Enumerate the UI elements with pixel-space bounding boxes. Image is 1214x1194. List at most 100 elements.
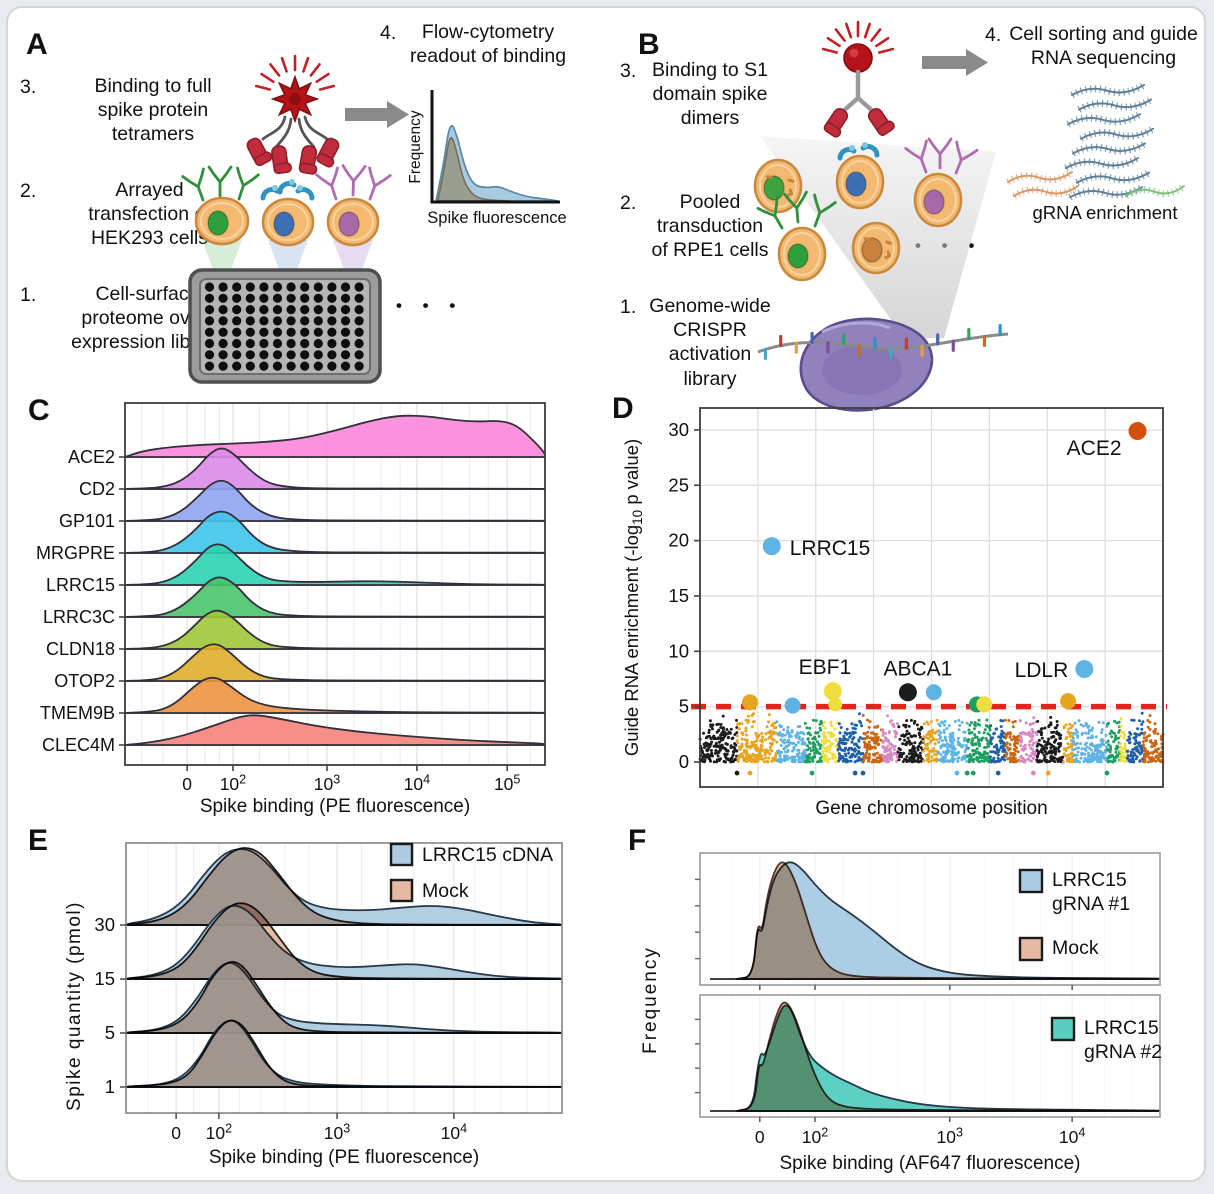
hit-unlabeled: [1060, 693, 1077, 710]
svg-text:102: 102: [220, 772, 246, 794]
grna-stack-icon: [1006, 81, 1187, 201]
panel-b-illustration: [753, 20, 1187, 412]
svg-text:103: 103: [314, 772, 340, 794]
hit-ACE2: [1128, 422, 1147, 441]
hit-unlabeled: [828, 697, 843, 712]
grna-enrichment-label: gRNA enrichment: [1032, 202, 1178, 223]
svg-text:20: 20: [668, 530, 689, 551]
row-label-MRGPRE: MRGPRE: [36, 543, 115, 563]
step-2-number: 2.: [620, 192, 637, 214]
svg-text:0: 0: [755, 1127, 765, 1147]
hit-LDLR: [1075, 660, 1094, 679]
svg-text:102: 102: [206, 1121, 232, 1143]
row-label-LRRC3C: LRRC3C: [43, 607, 115, 627]
row-label-GP101: GP101: [59, 511, 115, 531]
panel-b: B 3. Binding to S1 domain spike dimers 2…: [610, 0, 1214, 412]
row-label-OTOP2: OTOP2: [54, 671, 115, 691]
svg-text:104: 104: [441, 1121, 467, 1143]
panel-c-label: C: [28, 394, 50, 427]
svg-text:102: 102: [802, 1125, 828, 1147]
e-x-axis-title: Spike binding (PE fluorescence): [209, 1147, 479, 1168]
step-3-text: Binding to full spike protein tetramers: [94, 75, 212, 146]
svg-text:10: 10: [668, 640, 689, 661]
svg-text:1: 1: [105, 1076, 115, 1097]
row-label-TMEM9B: TMEM9B: [40, 703, 115, 723]
f-y-axis-title: Frequency: [640, 946, 661, 1054]
panel-f-label: F: [628, 824, 647, 857]
panel-a-illustration: Frequency Spike fluorescence: [181, 54, 567, 384]
svg-text:15: 15: [94, 968, 115, 989]
step-1-number: 1.: [620, 296, 637, 318]
gridlines: [700, 408, 1163, 787]
ridgeline-chart-spike-quantity: 30 15 5 1 0 102 103 104 Spike binding (PE fluore…: [64, 842, 563, 1168]
panel-d-label: D: [612, 392, 634, 425]
hit-unlabeled: [976, 696, 993, 713]
f-x-axis-title: Spike binding (AF647 fluorescence): [779, 1153, 1080, 1174]
hit-label-EBF1: EBF1: [799, 656, 852, 679]
ridgeline-chart-spike-binding: ACE2 CD2 GP101 MRGPRE LRRC15 LRRC3C CLDN18 OTOP…: [36, 402, 546, 817]
hit-unlabeled: [784, 697, 801, 714]
panel-e-label: E: [28, 824, 49, 857]
manhattan-plot-guide-rna: ACE2 LRRC15 EBF1 ABCA1 LDLR 0 5 10 15 20 25 30 Gene …: [621, 407, 1167, 819]
spike-tetramer-icon: [246, 54, 340, 175]
hek293-cells-icon: [181, 164, 392, 272]
e-y-axis-title: Spike quantity (pmol): [64, 901, 85, 1111]
svg-text:0: 0: [679, 751, 689, 772]
legend-label: LRRC15: [1084, 1017, 1159, 1039]
svg-text:5: 5: [105, 1022, 115, 1043]
inset-y-label: Frequency: [407, 110, 424, 183]
svg-text:5: 5: [679, 696, 689, 717]
crispr-library-icon: [757, 317, 1009, 412]
legend-label: gRNA #1: [1052, 893, 1130, 915]
panel-a-label: A: [26, 28, 48, 61]
svg-text:0: 0: [171, 1123, 181, 1143]
svg-text:0: 0: [182, 774, 192, 794]
well-plate-icon: [188, 268, 382, 384]
svg-text:30: 30: [668, 419, 689, 440]
hit-unlabeled: [742, 694, 759, 711]
hit-EBF1: [823, 682, 842, 701]
hit-label-ABCA1: ABCA1: [883, 657, 952, 680]
svg-text:30: 30: [94, 914, 115, 935]
row-label-CLDN18: CLDN18: [46, 639, 115, 659]
row-label-ACE2: ACE2: [68, 447, 115, 467]
c-x-axis-title: Spike binding (PE fluorescence): [200, 796, 470, 817]
hit-label-LRRC15: LRRC15: [790, 537, 871, 560]
hit-LRRC15: [762, 537, 781, 556]
ridges: [126, 847, 562, 1088]
gene-scatter-points: [698, 711, 1165, 776]
hit-ABCA1: [898, 683, 917, 702]
hit-label-ACE2: ACE2: [1067, 437, 1122, 460]
panel-a: A 3. Binding to full spike protein tetra…: [0, 0, 610, 400]
inset-x-label: Spike fluorescence: [427, 209, 566, 227]
legend-label: LRRC15 cDNA: [422, 844, 553, 866]
svg-text:15: 15: [668, 585, 689, 606]
legend-label: LRRC15: [1052, 869, 1127, 891]
step-3-number: 3.: [620, 60, 637, 82]
svg-text:103: 103: [324, 1121, 350, 1143]
svg-text:105: 105: [494, 772, 520, 794]
step-4-text: Flow-cytometry readout of binding: [409, 21, 567, 68]
panel-b-label: B: [638, 28, 660, 61]
labeled-hits: ACE2 LRRC15 EBF1 ABCA1 LDLR: [742, 422, 1147, 714]
arrow-right-icon: [922, 49, 988, 76]
step-4-number: 4.: [380, 22, 397, 44]
svg-text:103: 103: [937, 1125, 963, 1147]
step-4-text: Cell sorting and guide RNA sequencing: [1009, 23, 1198, 70]
d-x-axis-title: Gene chromosome position: [815, 798, 1047, 819]
legend-label: Mock: [422, 880, 469, 902]
hit-label-LDLR: LDLR: [1015, 659, 1069, 682]
svg-text:25: 25: [668, 474, 689, 495]
plate-ellipsis: • • •: [396, 296, 464, 315]
labeled-antibody-icon: [821, 20, 895, 138]
step-1-number: 1.: [20, 284, 37, 306]
svg-text:104: 104: [404, 772, 430, 794]
svg-text:104: 104: [1059, 1125, 1085, 1147]
step-1-text: Genome-wide CRISPR activation library: [649, 295, 771, 390]
